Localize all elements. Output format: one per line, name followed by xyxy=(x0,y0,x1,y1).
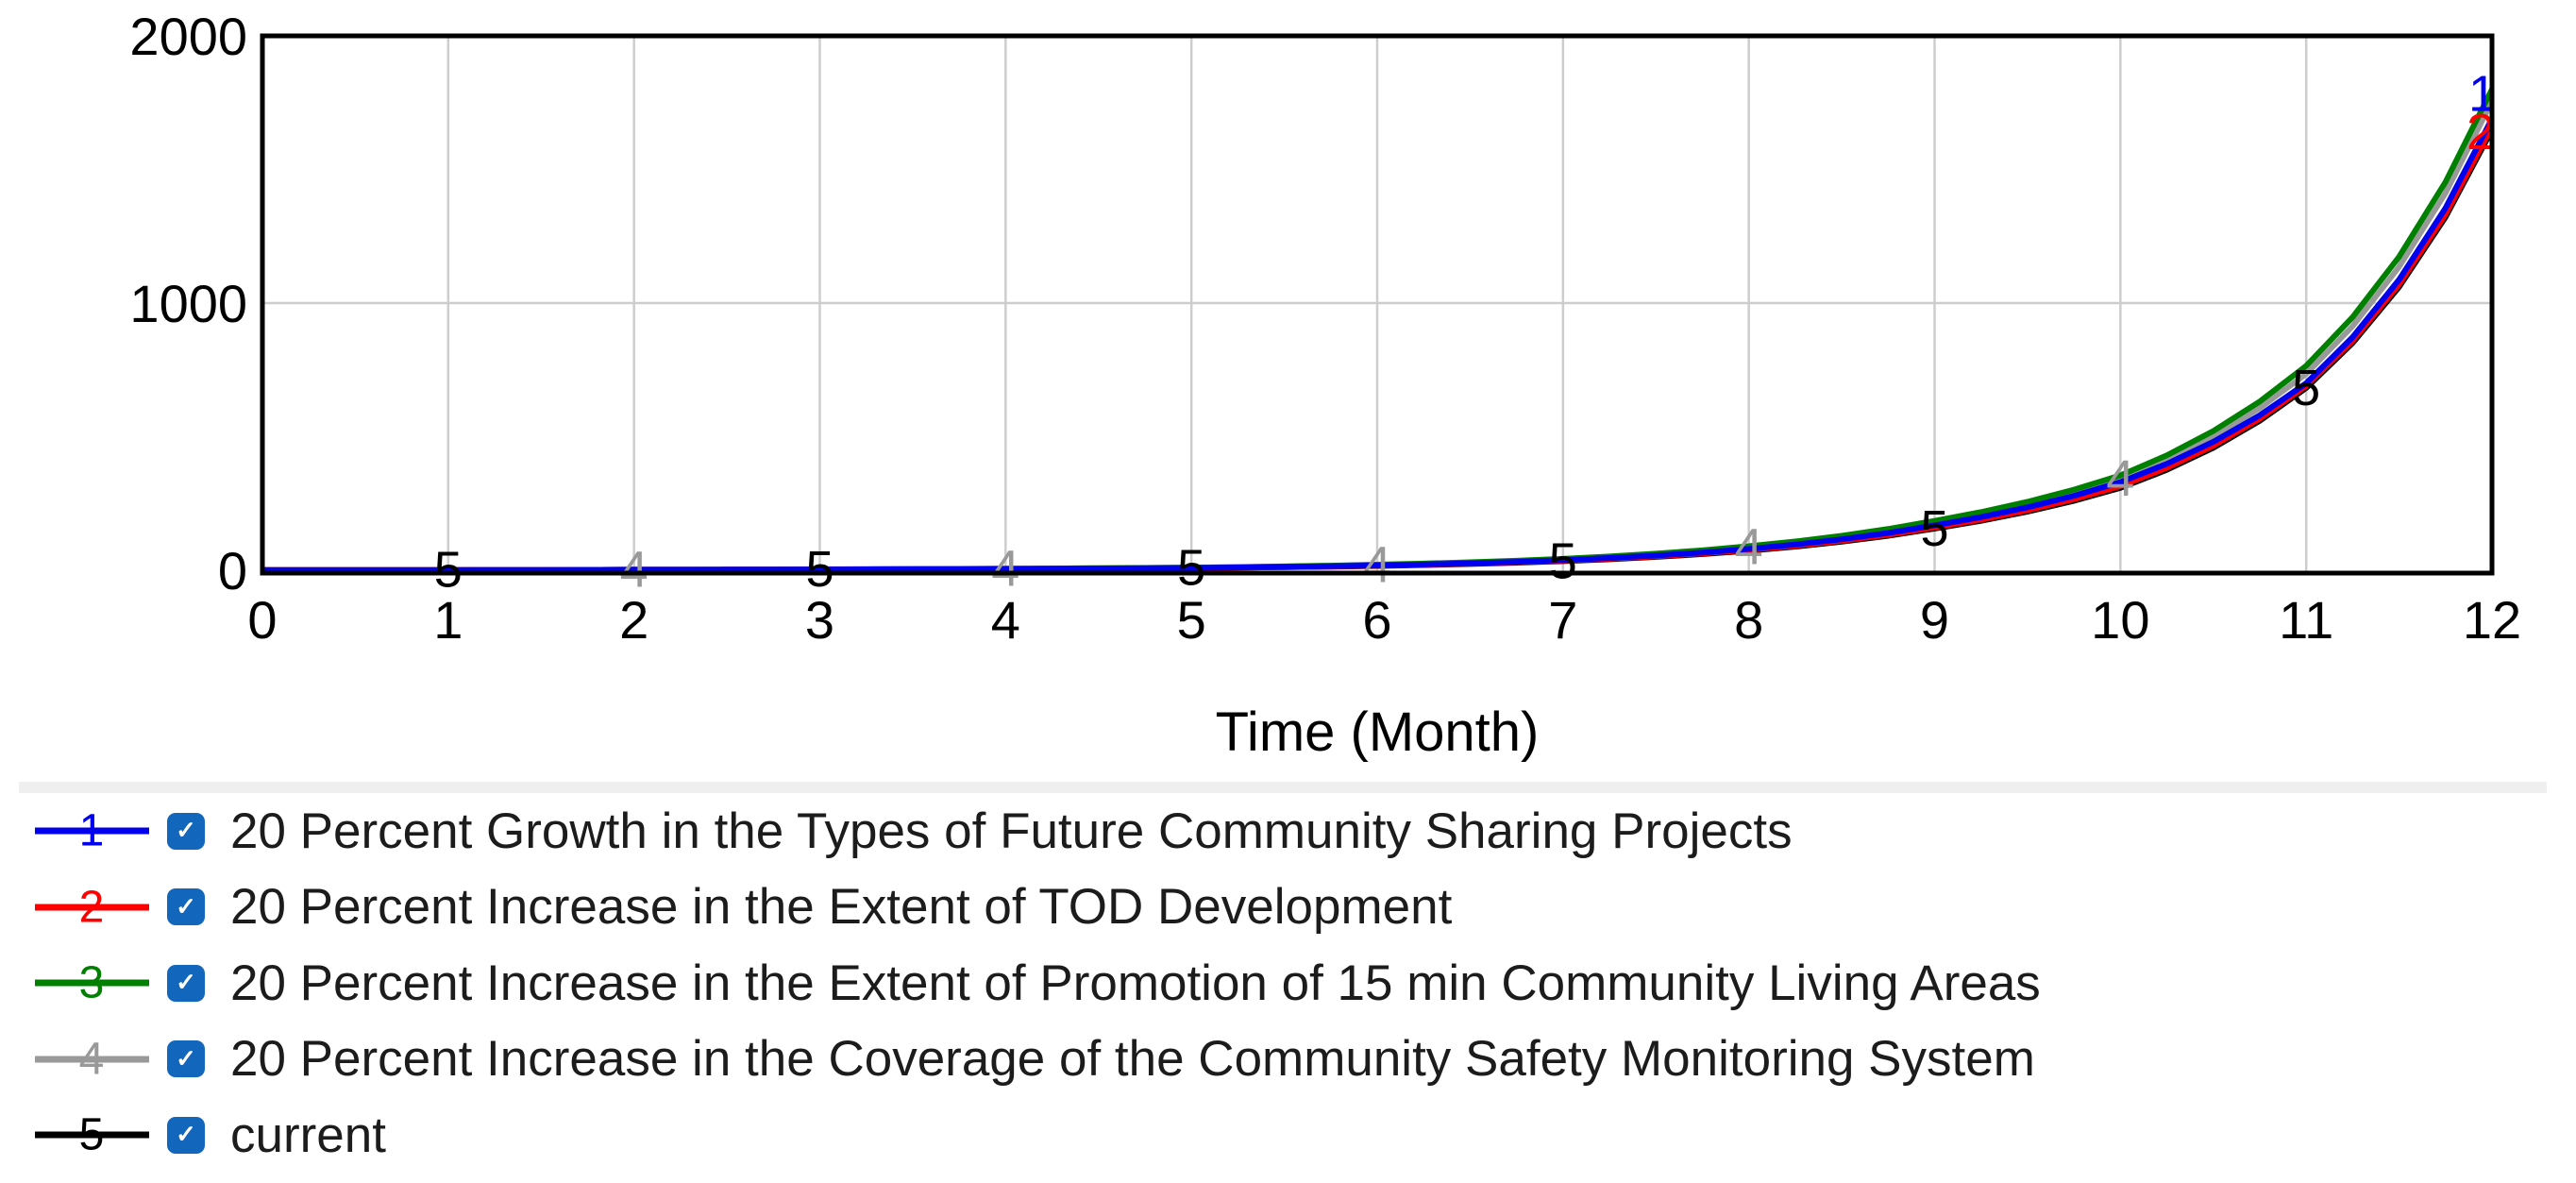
x-tick-label: 10 xyxy=(2091,590,2149,650)
y-tick-label: 0 xyxy=(218,541,247,600)
x-tick-label: 2 xyxy=(619,590,648,650)
legend-row-2: 2 ✓ 20 Percent Increase in the Extent of T… xyxy=(35,870,2536,946)
legend-label-3: 20 Percent Increase in the Extent of Pro… xyxy=(230,955,2041,1011)
legend-line-sample-2: 2 xyxy=(35,882,149,932)
legend-label-1: 20 Percent Growth in the Types of Future… xyxy=(230,803,1793,859)
y-axis-tick-labels: 0 1000 2000 xyxy=(129,7,247,600)
legend-row-1: 1 ✓ 20 Percent Growth in the Types of Futu… xyxy=(35,793,2536,870)
marker-4-month-10: 4 xyxy=(2106,450,2134,507)
legend-row-5: 5 ✓ current xyxy=(35,1097,2536,1174)
x-tick-label: 1 xyxy=(433,590,463,650)
series-line-1 xyxy=(262,117,2495,573)
legend-checkbox-4[interactable]: ✓ xyxy=(167,1040,205,1078)
marker-5-month-1: 5 xyxy=(434,542,463,599)
x-tick-label: 5 xyxy=(1177,590,1206,650)
marker-5-month-11: 5 xyxy=(2292,360,2320,416)
plot-border xyxy=(260,33,2495,576)
marker-5-month-3: 5 xyxy=(805,541,833,598)
y-tick-label: 2000 xyxy=(129,7,247,66)
legend-label-2: 20 Percent Increase in the Extent of TOD… xyxy=(230,879,1453,936)
gridlines xyxy=(264,38,2490,573)
legend-line-sample-5: 5 xyxy=(35,1110,149,1160)
marker-4-month-6: 4 xyxy=(1363,536,1391,593)
legend-label-4: 20 Percent Increase in the Coverage of t… xyxy=(230,1031,2035,1088)
x-axis-tick-labels: 0 1 2 3 4 5 6 7 8 9 10 11 12 xyxy=(247,590,2521,650)
x-tick-label: 0 xyxy=(247,590,277,650)
x-tick-label: 7 xyxy=(1548,590,1577,650)
marker-5-month-9: 5 xyxy=(1920,500,1948,557)
x-tick-label: 11 xyxy=(2279,590,2333,650)
x-tick-label: 12 xyxy=(2463,590,2521,650)
marker-4-month-8: 4 xyxy=(1735,519,1763,576)
y-tick-label: 1000 xyxy=(129,274,247,333)
x-tick-label: 4 xyxy=(991,590,1020,650)
x-tick-label: 8 xyxy=(1734,590,1763,650)
legend-line-sample-4: 4 xyxy=(35,1034,149,1084)
checkmark-icon: ✓ xyxy=(176,891,196,921)
x-tick-label: 9 xyxy=(1920,590,1949,650)
svg-text:1: 1 xyxy=(79,806,105,856)
legend-separator-bar xyxy=(19,782,2547,793)
svg-text:2: 2 xyxy=(79,882,105,932)
x-tick-label: 3 xyxy=(805,590,834,650)
svg-text:3: 3 xyxy=(79,958,105,1008)
legend-row-3: 3 ✓ 20 Percent Increase in the Extent of P… xyxy=(35,945,2536,1022)
legend-line-sample-1: 1 xyxy=(35,806,149,856)
marker-5-month-7: 5 xyxy=(1549,532,1577,589)
legend-checkbox-5[interactable]: ✓ xyxy=(167,1116,205,1154)
x-tick-label: 6 xyxy=(1362,590,1391,650)
legend-checkbox-3[interactable]: ✓ xyxy=(167,964,205,1002)
legend: 1 ✓ 20 Percent Growth in the Types of Futu… xyxy=(35,793,2536,1174)
legend-checkbox-1[interactable]: ✓ xyxy=(167,812,205,850)
checkmark-icon: ✓ xyxy=(176,1043,196,1073)
marker-4-month-4: 4 xyxy=(991,540,1019,597)
x-axis-title: Time (Month) xyxy=(1216,701,1540,763)
series-lines xyxy=(262,88,2495,573)
legend-line-sample-3: 3 xyxy=(35,958,149,1008)
marker-4-month-2: 4 xyxy=(620,541,648,598)
legend-label-5: current xyxy=(230,1107,386,1163)
checkmark-icon: ✓ xyxy=(176,1120,196,1149)
marker-5-month-5: 5 xyxy=(1177,540,1205,597)
checkmark-icon: ✓ xyxy=(176,968,196,997)
svg-text:4: 4 xyxy=(79,1034,105,1084)
svg-text:5: 5 xyxy=(79,1110,105,1160)
checkmark-icon: ✓ xyxy=(176,816,196,845)
legend-checkbox-2[interactable]: ✓ xyxy=(167,888,205,926)
legend-row-4: 4 ✓ 20 Percent Increase in the Coverage of… xyxy=(35,1022,2536,1098)
series-number-markers: 124 4 4 445 5 5 555 xyxy=(434,66,2497,599)
